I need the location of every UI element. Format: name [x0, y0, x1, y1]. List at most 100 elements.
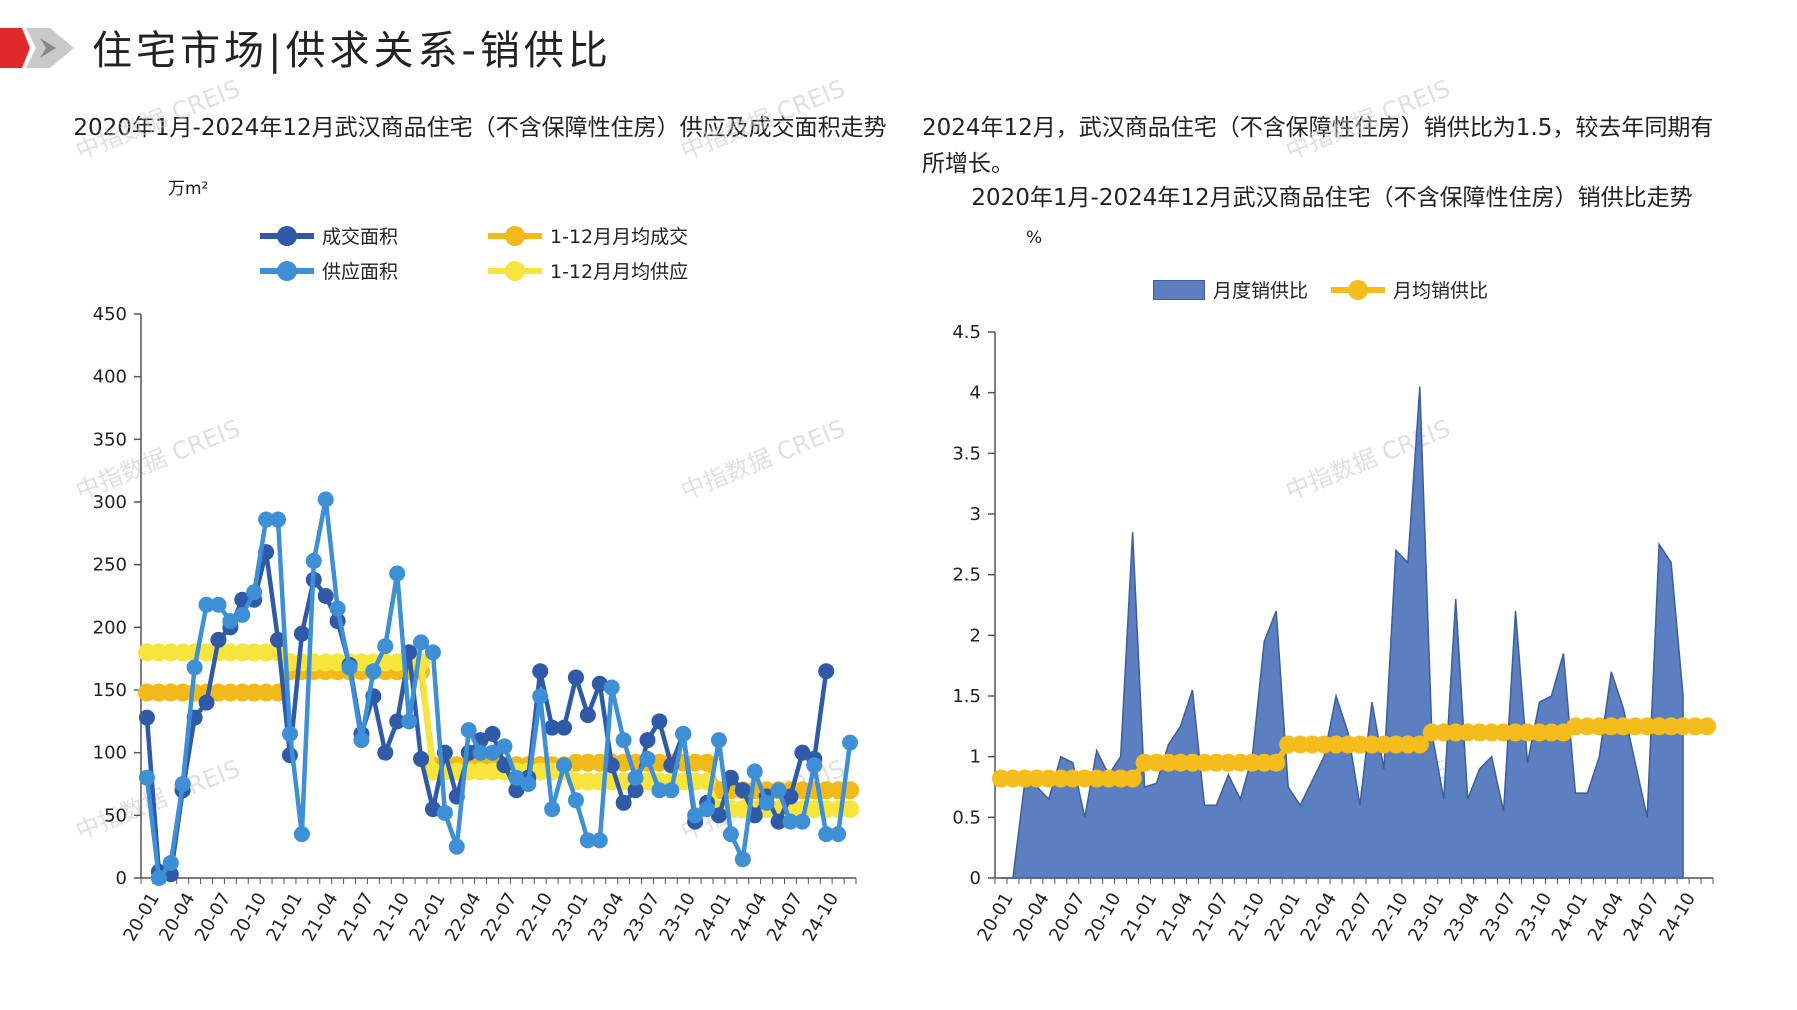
right-y-tick-label: 1.5: [952, 686, 981, 707]
supply-point: [365, 663, 382, 680]
supply-point: [591, 832, 608, 849]
legend-avg-ratio: 月均销供比: [1331, 276, 1488, 303]
supply-point: [329, 600, 346, 617]
watermark-text: 中指数据 CREIS: [1282, 74, 1454, 165]
supply-point: [639, 750, 656, 767]
supply-point: [758, 794, 775, 811]
deal-point: [794, 744, 811, 761]
supply-point: [746, 763, 763, 780]
deal-point: [198, 694, 215, 711]
left-y-tick-label: 150: [93, 680, 127, 701]
right-y-tick-label: 3.5: [952, 443, 981, 464]
supply-point: [258, 511, 275, 528]
supply-point: [198, 596, 215, 613]
supply-point: [234, 606, 251, 623]
deal-point: [627, 782, 644, 799]
left-y-tick-label: 0: [116, 868, 127, 889]
supply-point: [496, 738, 513, 755]
supply-point: [734, 851, 751, 868]
supply-point: [472, 744, 489, 761]
left-chart-title: 2020年1月-2024年12月武汉商品住宅（不含保障性住房）供应及成交面积走势: [73, 115, 887, 141]
supply-point: [150, 870, 167, 886]
left-line-chart: 05010015020025030035040045020-0120-0420-…: [93, 304, 860, 945]
supply-point: [508, 769, 525, 786]
supply-point: [460, 722, 477, 739]
deal-point: [389, 713, 406, 730]
page-title: 住宅市场|供求关系-销供比: [92, 28, 612, 74]
deal-point: [270, 631, 287, 648]
left-y-tick-label: 50: [104, 805, 127, 826]
deal-point: [734, 782, 751, 799]
supply-point: [138, 769, 155, 786]
deal-point: [782, 788, 799, 805]
supply-point: [830, 826, 847, 843]
left-y-tick-label: 400: [93, 367, 127, 388]
supply-point: [401, 713, 418, 730]
deal-point: [615, 794, 632, 811]
left-y-tick-label: 100: [93, 743, 127, 764]
supply-point: [770, 782, 787, 799]
right-x-tick-label: 24-10: [1656, 889, 1700, 945]
watermark-text: 中指数据 CREIS: [677, 414, 849, 505]
right-y-tick-label: 2.5: [952, 565, 981, 586]
supply-point: [353, 732, 370, 749]
supply-point: [162, 854, 179, 871]
watermark-text: 中指数据 CREIS: [72, 74, 244, 165]
supply-point: [663, 782, 680, 799]
right-y-tick-label: 2: [970, 625, 981, 646]
right-y-tick-label: 0: [970, 868, 981, 889]
supply-point: [627, 769, 644, 786]
legend-monthly-ratio: 月度销供比: [1153, 276, 1308, 303]
right-y-tick-label: 3: [970, 504, 981, 525]
supply-point: [174, 776, 191, 792]
right-y-tick-label: 1: [970, 747, 981, 768]
deal-point: [293, 625, 310, 642]
supply-point: [246, 584, 263, 601]
avg-supply-connector: [418, 662, 436, 772]
legend-deal-label: 成交面积: [322, 226, 399, 248]
supply-point: [699, 801, 716, 818]
right-y-tick-label: 0.5: [952, 807, 981, 828]
supply-point: [341, 659, 358, 676]
legend-avg-supply: 1-12月月均供应: [488, 257, 688, 284]
deal-point: [138, 709, 155, 726]
supply-point: [377, 638, 394, 655]
deal-point: [710, 807, 727, 824]
legend-avg-supply-label: 1-12月月均供应: [550, 261, 689, 283]
supply-point: [651, 782, 668, 799]
right-chart-title: 2020年1月-2024年12月武汉商品住宅（不含保障性住房）销供比走势: [971, 185, 1693, 211]
supply-point: [532, 688, 549, 705]
deal-point: [651, 713, 668, 730]
legend-deal: 成交面积: [260, 222, 398, 249]
supply-point: [281, 725, 298, 742]
supply-point: [842, 734, 859, 751]
supply-point: [448, 838, 465, 855]
supply-point: [484, 744, 501, 761]
right-y-tick-label: 4: [970, 383, 981, 404]
supply-point: [710, 732, 727, 749]
supply-point: [782, 813, 799, 830]
left-y-tick-label: 250: [93, 555, 127, 576]
supply-point: [544, 801, 561, 818]
supply-point: [317, 491, 334, 508]
supply-point: [424, 644, 441, 661]
supply-point: [675, 725, 692, 742]
legend-avg-ratio-label: 月均销供比: [1393, 280, 1489, 302]
left-y-unit: 万m²: [168, 179, 209, 199]
deal-point: [508, 782, 525, 799]
supply-point: [210, 596, 227, 613]
supply-point: [687, 807, 704, 824]
supply-point: [305, 552, 322, 569]
legend-monthly-ratio-label: 月度销供比: [1213, 280, 1309, 302]
deal-point: [722, 769, 739, 786]
watermarks: 中指数据 CREIS 中指数据 CREIS 中指数据 CREIS 中指数据 CREIS…: [72, 74, 1454, 845]
supply-point: [603, 679, 620, 696]
supply-point: [567, 792, 584, 809]
supply-point: [818, 826, 835, 843]
deal-point: [377, 744, 394, 761]
supply-point: [520, 776, 537, 792]
left-x-tick-label: 24-10: [799, 889, 843, 945]
right-description: 2024年12月，武汉商品住宅（不含保障性住房）销供比为1.5，较去年同期有所增…: [922, 115, 1714, 177]
deal-point: [639, 732, 656, 749]
